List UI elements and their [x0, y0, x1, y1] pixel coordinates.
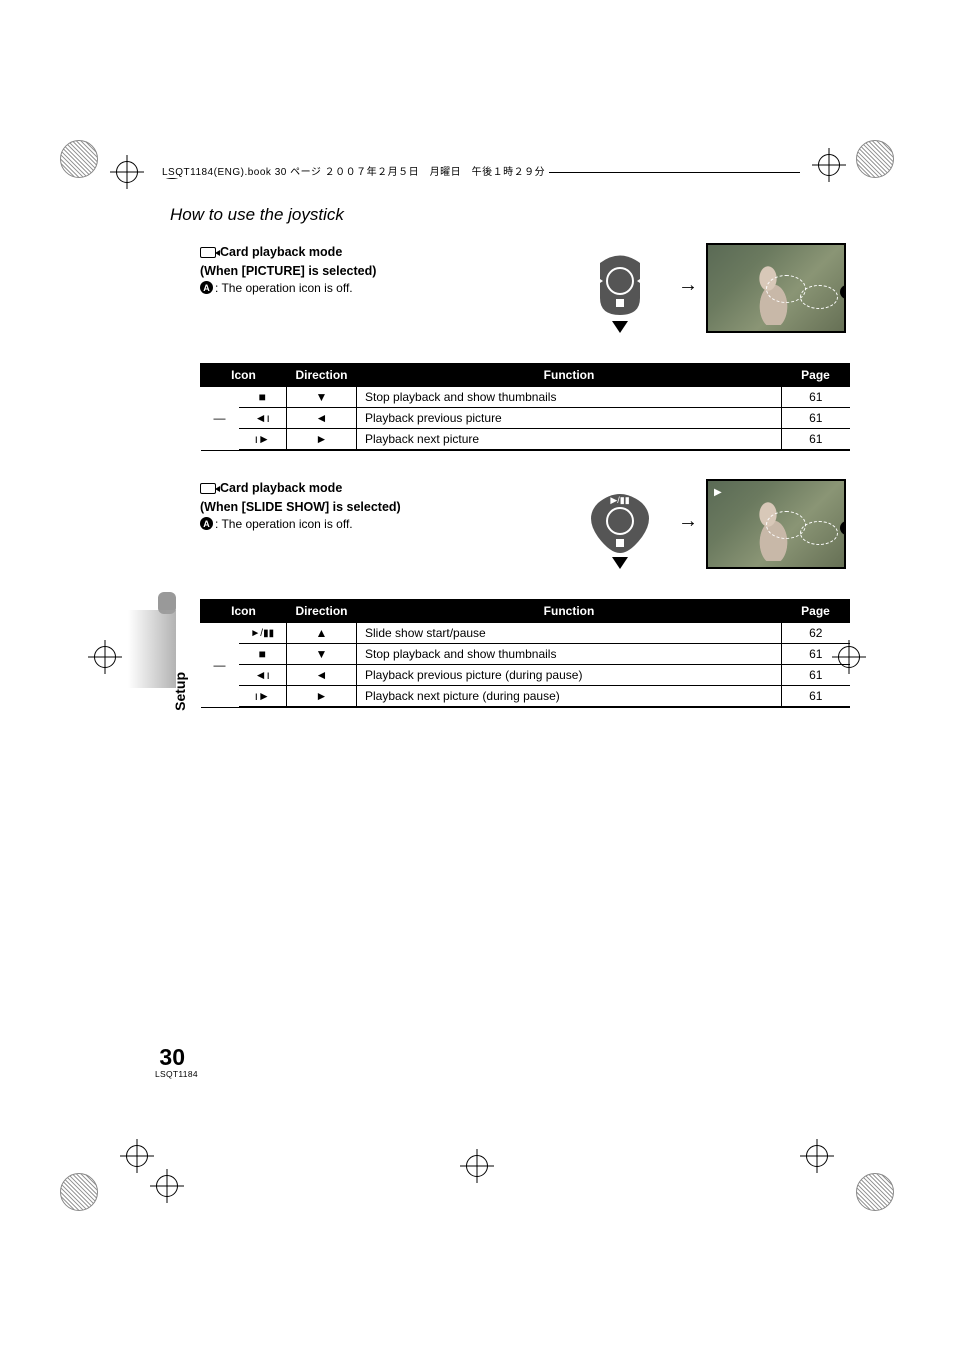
- table-row: ■ ▼ Stop playback and show thumbnails 61: [201, 644, 850, 665]
- row-function: Playback next picture: [357, 429, 782, 451]
- th-page: Page: [782, 600, 850, 623]
- arrow-right-icon: →: [678, 510, 698, 533]
- picture-function-table: Icon Direction Function Page — ■ ▼ Stop …: [200, 363, 850, 451]
- row-page: 62: [782, 623, 850, 644]
- badge-a-overlay: A: [840, 285, 846, 299]
- row-icon: ◄ı: [239, 665, 287, 686]
- badge-a-icon: A: [200, 517, 213, 530]
- row-direction: ▼: [287, 644, 357, 665]
- page-title: How to use the joystick: [170, 205, 850, 225]
- table-row: — ■ ▼ Stop playback and show thumbnails …: [201, 387, 850, 408]
- crop-hatch-tr: [856, 140, 894, 178]
- slide-mode-block: Card playback mode (When [SLIDE SHOW] is…: [200, 479, 850, 708]
- slide-mode-heading: Card playback mode (When [SLIDE SHOW] is…: [200, 479, 570, 517]
- table-row: — ►/▮▮ ▲ Slide show start/pause 62: [201, 623, 850, 644]
- arrow-right-icon: →: [678, 274, 698, 297]
- merge-dash: —: [201, 623, 239, 708]
- playback-card-icon: [200, 483, 216, 494]
- row-page: 61: [782, 429, 850, 451]
- svg-text:▶/▮▮: ▶/▮▮: [610, 495, 629, 505]
- joystick-diagram-slide: ▶/▮▮: [570, 479, 670, 579]
- row-page: 61: [782, 644, 850, 665]
- reg-mark-bl: [120, 1139, 154, 1173]
- picture-mode-note: A : The operation icon is off.: [200, 281, 570, 295]
- reg-mark-bottom: [460, 1149, 494, 1183]
- photo-pointer-icon: ▲: [768, 567, 784, 569]
- slide-status-icon: ▶: [714, 487, 722, 498]
- table-row: ı► ► Playback next picture (during pause…: [201, 686, 850, 708]
- row-icon: ■: [239, 644, 287, 665]
- table-row: ◄ı ◄ Playback previous picture 61: [201, 408, 850, 429]
- row-function: Playback next picture (during pause): [357, 686, 782, 708]
- th-function: Function: [357, 600, 782, 623]
- row-function: Stop playback and show thumbnails: [357, 387, 782, 408]
- row-icon: ◄ı: [239, 408, 287, 429]
- preview-photo-slide: ▶ A ▲: [706, 479, 846, 569]
- picture-mode-block: Card playback mode (When [PICTURE] is se…: [200, 243, 850, 451]
- row-icon: ■: [239, 387, 287, 408]
- slide-function-table: Icon Direction Function Page — ►/▮▮ ▲ Sl…: [200, 599, 850, 708]
- th-icon: Icon: [201, 600, 287, 623]
- badge-a-icon: A: [200, 281, 213, 294]
- crop-hatch-bl: [60, 1173, 98, 1211]
- row-page: 61: [782, 408, 850, 429]
- doc-code: LSQT1184: [155, 1069, 185, 1079]
- row-direction: ◄: [287, 408, 357, 429]
- th-icon: Icon: [201, 364, 287, 387]
- preview-photo-picture: A ▲: [706, 243, 846, 333]
- th-function: Function: [357, 364, 782, 387]
- reg-mark-tr: [812, 148, 846, 182]
- page-footer: 30 LSQT1184: [155, 1044, 185, 1079]
- reg-mark-left: [88, 640, 122, 674]
- reg-mark-br: [800, 1139, 834, 1173]
- reg-mark-bl2: [150, 1169, 184, 1203]
- slide-diagram: ▶/▮▮ → ▶ A ▲: [570, 479, 850, 579]
- th-page: Page: [782, 364, 850, 387]
- row-function: Playback previous picture: [357, 408, 782, 429]
- row-direction: ▼: [287, 387, 357, 408]
- playback-card-icon: [200, 247, 216, 258]
- picture-diagram: → A ▲: [570, 243, 850, 343]
- th-direction: Direction: [287, 364, 357, 387]
- picture-mode-heading: Card playback mode (When [PICTURE] is se…: [200, 243, 570, 281]
- reg-mark-tl: [110, 155, 144, 189]
- row-page: 61: [782, 686, 850, 708]
- table-row: ◄ı ◄ Playback previous picture (during p…: [201, 665, 850, 686]
- row-direction: ◄: [287, 665, 357, 686]
- table-row: ı► ► Playback next picture 61: [201, 429, 850, 451]
- row-icon: ►/▮▮: [239, 623, 287, 644]
- row-function: Playback previous picture (during pause): [357, 665, 782, 686]
- slide-mode-note: A : The operation icon is off.: [200, 517, 570, 531]
- merge-dash: —: [201, 387, 239, 451]
- row-direction: ►: [287, 429, 357, 451]
- header-filename: LSQT1184(ENG).book 30 ページ ２００７年２月５日 月曜日 …: [158, 163, 549, 178]
- row-function: Stop playback and show thumbnails: [357, 644, 782, 665]
- side-tab: Setup: [128, 600, 176, 690]
- row-direction: ▲: [287, 623, 357, 644]
- joystick-diagram-picture: [570, 243, 670, 343]
- row-page: 61: [782, 387, 850, 408]
- row-icon: ı►: [239, 429, 287, 451]
- row-function: Slide show start/pause: [357, 623, 782, 644]
- crop-hatch-br: [856, 1173, 894, 1211]
- photo-pointer-icon: ▲: [768, 331, 784, 333]
- row-page: 61: [782, 665, 850, 686]
- row-icon: ı►: [239, 686, 287, 708]
- badge-a-overlay: A: [840, 521, 846, 535]
- page-number: 30: [155, 1044, 185, 1071]
- row-direction: ►: [287, 686, 357, 708]
- crop-hatch-tl: [60, 140, 98, 178]
- th-direction: Direction: [287, 600, 357, 623]
